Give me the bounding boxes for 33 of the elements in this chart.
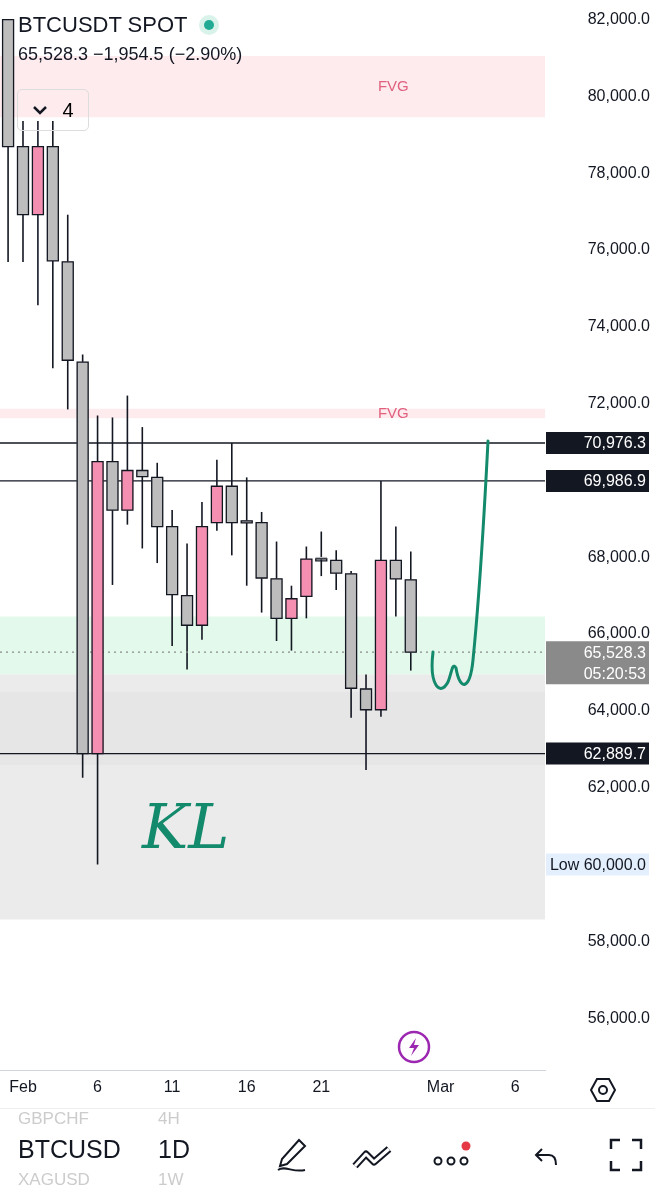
text: 65,528.3 −1,954.5 (−2.90%) [18,44,243,65]
annotation: KL [142,790,230,863]
y-tick-label: 78,000.0 [587,163,651,181]
y-tick-label: 56,000.0 [587,1008,651,1026]
band-label: FVG [377,76,409,94]
x-tick-label: 21 [312,1078,331,1096]
text: 05:20:53 [583,664,647,682]
band-label: FVG [377,403,409,421]
y-tick-label: 82,000.0 [587,10,651,28]
text: Low 60,000.0 [549,855,647,873]
ref-line-label: 69,986.9 [583,472,647,490]
y-tick-label: 66,000.0 [587,624,651,642]
ref-line-label: 65,528.3 [583,643,647,661]
x-tick-label: 16 [237,1078,256,1096]
y-tick-label: 68,000.0 [587,547,651,565]
y-tick-label: 62,000.0 [587,778,651,796]
x-tick-label: 6 [93,1078,103,1096]
y-tick-label: 64,000.0 [587,701,651,719]
annotation: 4 [62,98,74,122]
text: BTCUSD [18,1135,122,1164]
x-tick-label: 11 [163,1078,181,1096]
y-tick-label: 72,000.0 [587,394,651,412]
x-tick-label: Mar [426,1078,456,1096]
ref-line-label: 70,976.3 [583,434,647,452]
ref-line-label: 62,889.7 [583,744,647,762]
y-tick-label: 80,000.0 [587,86,651,104]
x-tick-label: 6 [510,1078,520,1096]
text: 1D [158,1135,191,1164]
x-tick-label: Feb [9,1078,37,1096]
chart-title: BTCUSDT SPOT [18,12,188,38]
y-tick-label: 76,000.0 [587,240,651,258]
y-tick-label: 74,000.0 [587,317,651,335]
y-tick-label: 58,000.0 [587,931,651,949]
